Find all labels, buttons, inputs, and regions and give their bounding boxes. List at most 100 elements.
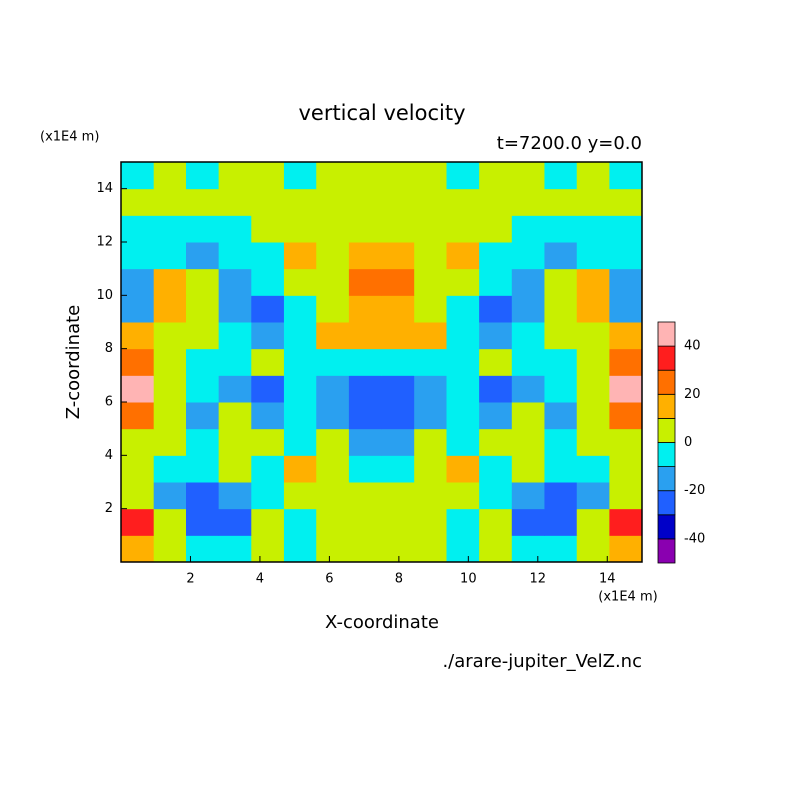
- contour-cell: [316, 482, 350, 510]
- colorbar-label: -20: [684, 483, 705, 498]
- contour-cell: [576, 375, 610, 403]
- contour-cell: [446, 322, 480, 350]
- contour-cell: [316, 295, 350, 323]
- contour-cell: [381, 242, 415, 270]
- contour-cell: [544, 508, 578, 536]
- contour-cell: [185, 348, 220, 376]
- contour-cell: [153, 188, 187, 216]
- contour-cell: [576, 322, 610, 350]
- contour-cell: [316, 322, 350, 350]
- contour-cell: [283, 295, 318, 323]
- contour-cell: [283, 242, 318, 270]
- contour-cell: [153, 482, 187, 510]
- contour-cell: [609, 508, 643, 536]
- contour-cell: [218, 508, 252, 536]
- contour-cell: [479, 322, 513, 350]
- y-tick-label: 12: [96, 235, 113, 250]
- contour-cell: [609, 242, 643, 270]
- contour-cell: [576, 428, 610, 456]
- contour-cell: [218, 428, 252, 456]
- contour-cell: [153, 162, 187, 190]
- contour-cell: [511, 375, 545, 403]
- contour-cell: [251, 295, 285, 323]
- contour-cell: [218, 242, 252, 270]
- contour-cell: [511, 295, 545, 323]
- colorbar-label: -40: [684, 531, 705, 546]
- contour-cell: [251, 242, 285, 270]
- contour-cell: [446, 162, 480, 190]
- contour-cell: [316, 188, 350, 216]
- contour-cell: [185, 188, 220, 216]
- contour-cell: [185, 162, 220, 190]
- contour-cell: [576, 455, 610, 483]
- contour-cell: [153, 428, 187, 456]
- y-tick-label: 14: [96, 181, 113, 196]
- contour-cell: [414, 482, 448, 510]
- contour-cell: [316, 535, 350, 563]
- contour-cell: [153, 348, 187, 376]
- contour-cell: [576, 215, 610, 243]
- contour-cell: [121, 535, 155, 563]
- contour-cell: [381, 215, 415, 243]
- contour-cell: [446, 455, 480, 483]
- y-axis-label: Z-coordinate: [63, 305, 84, 420]
- contour-cell: [251, 508, 285, 536]
- contour-cell: [544, 535, 578, 563]
- contour-cell: [185, 215, 220, 243]
- contour-cell: [544, 268, 578, 296]
- colorbar-swatch: [657, 321, 676, 347]
- contour-cell: [153, 402, 187, 430]
- contour-cell: [251, 535, 285, 563]
- contour-cell: [316, 215, 350, 243]
- contour-cell: [218, 162, 252, 190]
- contour-cell: [544, 375, 578, 403]
- contour-cell: [283, 215, 318, 243]
- y-tick-label: 10: [96, 288, 113, 303]
- contour-cell: [414, 322, 448, 350]
- contour-cell: [185, 295, 220, 323]
- contour-cell: [316, 375, 350, 403]
- contour-cell: [251, 322, 285, 350]
- contour-cell: [153, 508, 187, 536]
- contour-cell: [121, 348, 155, 376]
- contour-cell: [251, 428, 285, 456]
- contour-cell: [414, 348, 448, 376]
- contour-cell: [479, 508, 513, 536]
- contour-cell: [251, 162, 285, 190]
- contour-cell: [316, 508, 350, 536]
- contour-cell: [316, 348, 350, 376]
- contour-cell: [609, 535, 643, 563]
- contour-cell: [218, 188, 252, 216]
- contour-cell: [511, 402, 545, 430]
- contour-cell: [185, 322, 220, 350]
- contour-cell: [479, 242, 513, 270]
- contour-cell: [218, 375, 252, 403]
- contour-cell: [348, 188, 382, 216]
- contour-cell: [479, 482, 513, 510]
- contour-cell: [153, 295, 187, 323]
- colorbar-swatch: [657, 538, 676, 564]
- contour-cell: [348, 242, 382, 270]
- contour-cell: [381, 322, 415, 350]
- contour-cell: [511, 535, 545, 563]
- x-tick-label: 8: [395, 572, 403, 587]
- contour-cell: [414, 455, 448, 483]
- contour-cell: [348, 375, 382, 403]
- contour-cell: [479, 348, 513, 376]
- contour-cell: [283, 508, 318, 536]
- contour-cell: [251, 455, 285, 483]
- contour-cell: [414, 215, 448, 243]
- contour-cell: [121, 242, 155, 270]
- colorbar-swatch: [657, 442, 676, 468]
- contour-cell: [414, 428, 448, 456]
- contour-cell: [381, 428, 415, 456]
- x-tick-label: 4: [256, 572, 264, 587]
- contour-cell: [511, 455, 545, 483]
- contour-cell: [511, 242, 545, 270]
- contour-cell: [609, 482, 643, 510]
- contour-cell: [316, 402, 350, 430]
- contour-cell: [544, 428, 578, 456]
- contour-cell: [544, 348, 578, 376]
- contour-cell: [251, 268, 285, 296]
- contour-cell: [121, 455, 155, 483]
